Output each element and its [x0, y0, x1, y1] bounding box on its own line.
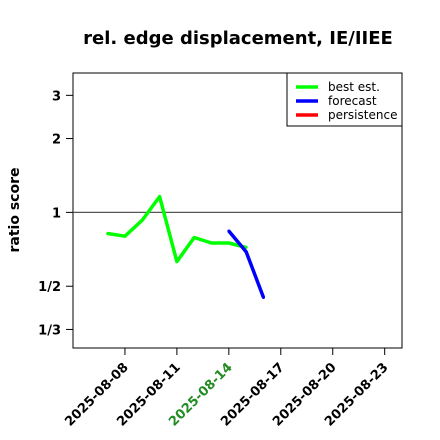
- data-point-best-est: [210, 241, 214, 245]
- y-axis: 3 2 1 1/2 1/3: [38, 89, 73, 338]
- chart-title: rel. edge displacement, IE/IIEE: [83, 28, 393, 49]
- data-point-best-est: [244, 245, 248, 249]
- data-point-best-est: [158, 195, 162, 199]
- legend-label-forecast: forecast: [328, 94, 377, 108]
- y-tick-label: 1/2: [38, 280, 61, 295]
- y-tick-label: 1/3: [38, 323, 61, 338]
- y-tick-label: 3: [52, 89, 61, 104]
- data-point-forecast: [244, 250, 248, 254]
- data-point-best-est: [106, 232, 110, 236]
- data-point-best-est: [140, 218, 144, 222]
- data-point-best-est: [123, 234, 127, 238]
- x-axis: 2025-08-082025-08-112025-08-142025-08-17…: [62, 348, 392, 430]
- legend-label-best-est: best est.: [328, 80, 380, 94]
- series-line-best-est: [107, 194, 247, 264]
- legend: best est. forecast persistence: [286, 72, 403, 127]
- plot-area: [72, 72, 403, 349]
- data-point-best-est: [175, 260, 179, 264]
- y-tick-label: 2: [52, 133, 61, 148]
- series-layer: [106, 194, 266, 299]
- data-point-forecast: [227, 229, 231, 233]
- y-axis-label: ratio score: [7, 168, 23, 253]
- y-tick-label: 1: [52, 206, 61, 221]
- data-point-best-est: [227, 241, 231, 245]
- series-line-forecast: [227, 229, 266, 299]
- data-point-forecast: [261, 295, 265, 299]
- data-point-best-est: [192, 235, 196, 239]
- legend-label-persistence: persistence: [328, 108, 397, 122]
